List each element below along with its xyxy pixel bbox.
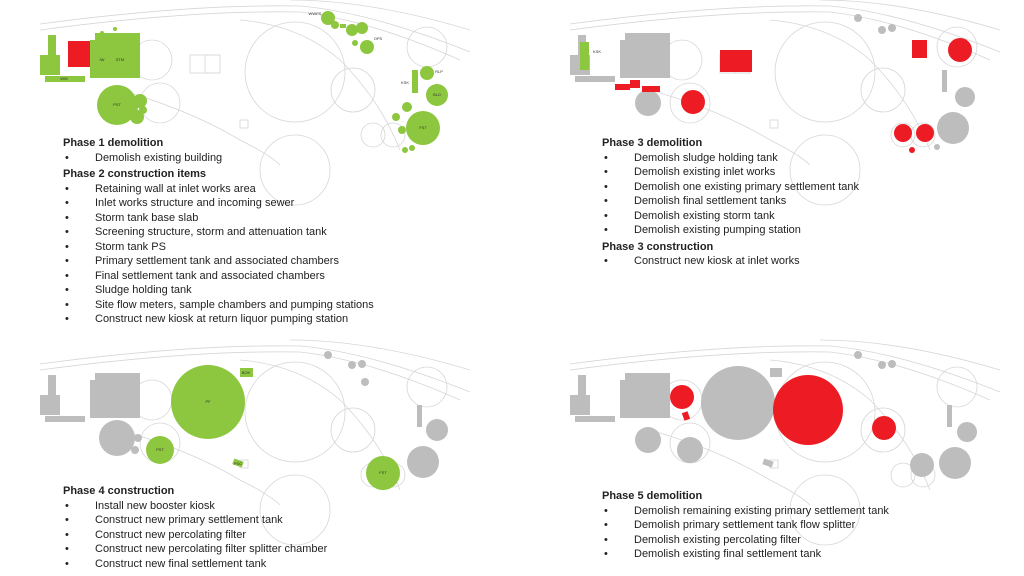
label-stm: STM [116, 57, 124, 62]
label-fst: FST [419, 125, 427, 130]
label-bld: BLD [433, 92, 441, 97]
phase3-demolition-heading: Phase 3 demolition [602, 137, 703, 149]
label-wwps: WWPS [309, 11, 322, 16]
list-item: Demolish primary settlement tank flow sp… [602, 518, 889, 533]
phase3-construction-heading: Phase 3 construction [602, 240, 714, 253]
list-item: Retaining wall at inlet works area [63, 182, 374, 197]
list-item: Demolish sludge holding tank [602, 151, 859, 166]
list-item: Demolish existing final settlement tank [602, 547, 889, 562]
list-item: Install new booster kiosk [63, 499, 327, 514]
list-item: Construct new kiosk at inlet works [602, 254, 859, 269]
phase3-notes: Phase 3 demolition Demolish sludge holdi… [602, 134, 859, 269]
phase5-notes: Phase 5 demolition Demolish remaining ex… [602, 487, 889, 562]
list-item: Site flow meters, sample chambers and pu… [63, 298, 374, 313]
label-psc: PSC [234, 461, 242, 466]
list-item: Construct new percolating filter [63, 528, 327, 543]
demolished-structures [615, 38, 972, 153]
phase5-demolition-heading: Phase 5 demolition [602, 490, 703, 502]
label-pst: PST [113, 102, 121, 107]
site-plan-phase5 [569, 339, 1001, 546]
new-kiosk [580, 42, 589, 70]
list-item: Demolish existing building [63, 151, 374, 166]
demolished-building [68, 41, 90, 67]
list-item: Inlet works structure and incoming sewer [63, 196, 374, 211]
phase1-notes: Phase 1 demolition Demolish existing bui… [63, 134, 374, 327]
label-ksk: KSK [593, 49, 601, 54]
list-item: Primary settlement tank and associated c… [63, 254, 374, 269]
list-item: Screening structure, storm and attenuati… [63, 225, 374, 240]
label-rlp: RLP [435, 69, 443, 74]
phase1-demolition-heading: Phase 1 demolition [63, 137, 164, 149]
list-item: Construct new kiosk at return liquor pum… [63, 312, 374, 327]
list-item: Construct new percolating filter splitte… [63, 542, 327, 557]
site-plan-phase3: KSK [569, 0, 1001, 206]
list-item: Demolish existing storm tank [602, 209, 859, 224]
list-item: Construct new primary settlement tank [63, 513, 327, 528]
label-bok: BOK [242, 370, 251, 375]
list-item: Construct new final settlement tank [63, 557, 327, 572]
label-iw: IW [100, 57, 105, 62]
demolished-structures [670, 375, 896, 445]
list-item: Demolish remaining existing primary sett… [602, 504, 889, 519]
phase4-notes: Phase 4 construction Install new booster… [63, 482, 327, 571]
site-plan-phase1: IW STM WW PST WWPS OPS KSK RLP BLD FST [39, 0, 471, 206]
phase2-construction-heading: Phase 2 construction items [63, 168, 207, 180]
label-pf: PF [205, 399, 211, 404]
list-item: Sludge holding tank [63, 283, 374, 298]
list-item: Demolish final settlement tanks [602, 194, 859, 209]
label-ww: WW [60, 76, 68, 81]
new-percolating-filter [171, 365, 245, 439]
list-item: Demolish existing pumping station [602, 223, 859, 238]
label-ksk: KSK [401, 80, 409, 85]
phase4-construction-heading: Phase 4 construction [63, 485, 175, 497]
label-pst: PST [156, 447, 164, 452]
label-ops: OPS [374, 36, 383, 41]
list-item: Storm tank base slab [63, 211, 374, 226]
list-item: Demolish one existing primary settlement… [602, 180, 859, 195]
list-item: Demolish existing inlet works [602, 165, 859, 180]
site-plan-phase4: BOK PF PST PSC FST [39, 339, 471, 546]
list-item: Demolish existing percolating filter [602, 533, 889, 548]
list-item: Final settlement tank and associated cha… [63, 269, 374, 284]
list-item: Storm tank PS [63, 240, 374, 255]
label-fst: FST [379, 470, 387, 475]
